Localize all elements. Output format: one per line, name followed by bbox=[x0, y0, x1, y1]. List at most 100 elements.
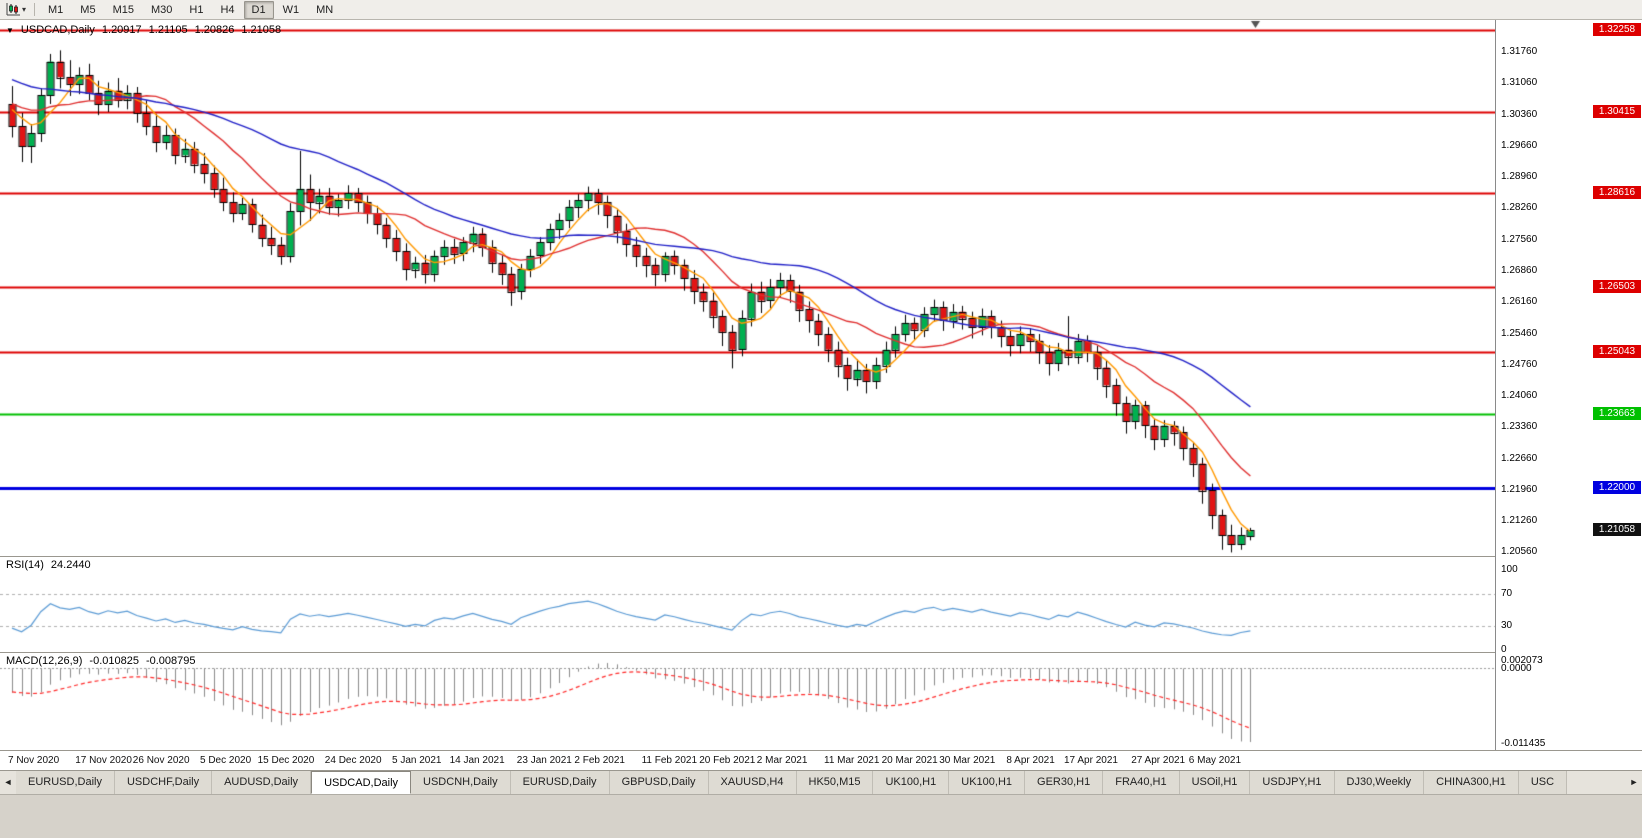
timeframe-button-m5[interactable]: M5 bbox=[80, 3, 96, 16]
price-axis-label: 1.31760 bbox=[1501, 46, 1538, 58]
rsi-indicator-name: RSI(14) bbox=[6, 559, 44, 571]
date-label: 20 Feb 2021 bbox=[699, 755, 756, 766]
timeframe-button-w1[interactable]: W1 bbox=[282, 3, 300, 16]
tab-fra40-h1[interactable]: FRA40,H1 bbox=[1103, 771, 1180, 794]
rsi-panel: RSI(14) 24.2440 bbox=[0, 557, 1495, 652]
price-axis-label: 1.28960 bbox=[1501, 171, 1538, 183]
price-axis-label: 1.22660 bbox=[1501, 452, 1538, 464]
macd-axis-label-top: 0.002073 bbox=[1501, 655, 1543, 666]
timeframe-button-m15[interactable]: M15 bbox=[112, 3, 134, 16]
timeframe-buttons: M1 M5 M15 M30 H1 H4 D1 W1 MN bbox=[40, 0, 341, 19]
tab-usoil-h1[interactable]: USOil,H1 bbox=[1179, 771, 1251, 794]
rsi-axis-label: 30 bbox=[1501, 620, 1513, 631]
date-label: 20 Mar 2021 bbox=[881, 755, 938, 766]
macd-panel: MACD(12,26,9) -0.010825 -0.008795 bbox=[0, 653, 1495, 750]
tab-dj30-weekly[interactable]: DJ30,Weekly bbox=[1334, 771, 1425, 794]
macd-signal-value: -0.008795 bbox=[145, 655, 196, 667]
price-line-tag: 1.32258 bbox=[1593, 22, 1641, 36]
tab-ger30-h1[interactable]: GER30,H1 bbox=[1025, 771, 1104, 794]
tab-china300-h1[interactable]: CHINA300,H1 bbox=[1424, 771, 1519, 794]
price-axis-label: 1.21260 bbox=[1501, 515, 1538, 527]
date-label: 5 Jan 2021 bbox=[392, 755, 442, 766]
candlestick-chart-icon[interactable] bbox=[4, 2, 22, 17]
rsi-canvas[interactable] bbox=[0, 557, 1495, 652]
tab-scroll-left-icon[interactable]: ◄ bbox=[3, 777, 13, 787]
price-axis-label: 1.25460 bbox=[1501, 327, 1538, 339]
price-axis-label: 1.26860 bbox=[1501, 265, 1538, 277]
chart-type-dropdown-icon[interactable]: ▾ bbox=[22, 5, 27, 14]
panel-separator[interactable] bbox=[0, 652, 1642, 653]
macd-axis-label-zero: 0.0000 bbox=[1501, 662, 1532, 674]
tab-uk100-h1[interactable]: UK100,H1 bbox=[873, 771, 950, 794]
ohlc-high-value: 1.21105 bbox=[148, 24, 188, 36]
current-price-tag: 1.21058 bbox=[1593, 523, 1641, 537]
tab-gbpusd-daily[interactable]: GBPUSD,Daily bbox=[609, 771, 709, 794]
toolbar-separator bbox=[34, 3, 36, 16]
date-label: 24 Dec 2020 bbox=[324, 755, 382, 766]
timeframe-toolbar: ▾ M1 M5 M15 M30 H1 H4 D1 W1 MN bbox=[0, 0, 1642, 20]
price-axis-label: 1.20560 bbox=[1501, 546, 1538, 558]
macd-indicator-name: MACD(12,26,9) bbox=[6, 655, 83, 667]
timeframe-button-mn[interactable]: MN bbox=[316, 3, 334, 16]
price-axis-label: 1.29660 bbox=[1501, 139, 1538, 151]
status-bar bbox=[0, 794, 1642, 838]
rsi-axis-label: 100 bbox=[1501, 564, 1518, 575]
tab-usdjpy-h1[interactable]: USDJPY,H1 bbox=[1250, 771, 1335, 794]
price-axis-label: 1.27560 bbox=[1501, 233, 1538, 245]
price-axis-label: 1.31060 bbox=[1501, 77, 1538, 89]
macd-main-value: -0.010825 bbox=[89, 655, 139, 667]
candlestick-glyph bbox=[6, 3, 20, 16]
date-label: 11 Feb 2021 bbox=[641, 755, 698, 766]
tab-audusd-daily[interactable]: AUDUSD,Daily bbox=[212, 771, 312, 794]
date-label: 7 Nov 2020 bbox=[8, 755, 60, 766]
macd-canvas[interactable] bbox=[0, 653, 1495, 750]
date-label: 2 Mar 2021 bbox=[756, 755, 808, 766]
ohlc-open-value: 1.20917 bbox=[101, 24, 142, 36]
tab-hk50-m15[interactable]: HK50,M15 bbox=[796, 771, 874, 794]
tab-usdcnh-daily[interactable]: USDCNH,Daily bbox=[411, 771, 511, 794]
price-axis-label: 1.30360 bbox=[1501, 108, 1538, 120]
date-axis[interactable]: 7 Nov 2020 17 Nov 2020 26 Nov 2020 5 Dec 20… bbox=[0, 750, 1642, 770]
price-line-tag: 1.28616 bbox=[1593, 185, 1641, 199]
panel-separator[interactable] bbox=[0, 556, 1642, 557]
price-line-tag: 1.23663 bbox=[1593, 406, 1641, 420]
date-label: 26 Nov 2020 bbox=[132, 755, 190, 766]
tabs-container: EURUSD,Daily USDCHF,Daily AUDUSD,Daily USDC… bbox=[16, 771, 1626, 794]
chart-tab-bar: ◄ EURUSD,Daily USDCHF,Daily AUDUSD,Daily US… bbox=[0, 770, 1642, 794]
date-label: 15 Dec 2020 bbox=[257, 755, 315, 766]
date-label: 5 Dec 2020 bbox=[200, 755, 252, 766]
tab-usdchf-daily[interactable]: USDCHF,Daily bbox=[114, 771, 213, 794]
timeframe-button-d1[interactable]: D1 bbox=[243, 0, 274, 19]
tab-scroll-right-icon[interactable]: ► bbox=[1629, 777, 1639, 787]
price-axis-label: 1.24060 bbox=[1501, 390, 1538, 402]
rsi-value: 24.2440 bbox=[50, 559, 91, 571]
rsi-axis-label: 70 bbox=[1501, 588, 1513, 599]
price-scale[interactable]: 1.31760 1.31060 1.30360 1.29660 1.28960 1.282… bbox=[1495, 20, 1642, 770]
price-axis-label: 1.24760 bbox=[1501, 358, 1538, 370]
tab-uk100-h1[interactable]: UK100,H1 bbox=[949, 771, 1026, 794]
price-axis-label: 1.26160 bbox=[1501, 296, 1538, 308]
tab-usc[interactable]: USC bbox=[1518, 771, 1568, 794]
timeframe-button-h1[interactable]: H1 bbox=[189, 3, 204, 16]
tab-xauusd-h4[interactable]: XAUUSD,H4 bbox=[708, 771, 797, 794]
price-line-tag: 1.26503 bbox=[1593, 279, 1641, 293]
tab-usdcad-daily[interactable]: USDCAD,Daily bbox=[311, 771, 412, 794]
tab-eurusd-daily[interactable]: EURUSD,Daily bbox=[16, 771, 115, 794]
price-axis-label: 1.21960 bbox=[1501, 483, 1538, 495]
date-label: 23 Jan 2021 bbox=[516, 755, 572, 766]
main-chart-panel: ▼ USDCAD,Daily 1.20917 1.21105 1.20826 1… bbox=[0, 20, 1495, 556]
date-label: 14 Jan 2021 bbox=[449, 755, 505, 766]
ohlc-low-value: 1.20826 bbox=[194, 24, 235, 36]
price-axis-label: 1.28260 bbox=[1501, 202, 1538, 214]
chart-collapse-icon[interactable]: ▼ bbox=[6, 25, 14, 35]
timeframe-button-m1[interactable]: M1 bbox=[48, 3, 64, 16]
tab-eurusd-daily[interactable]: EURUSD,Daily bbox=[510, 771, 610, 794]
price-line-tag: 1.25043 bbox=[1593, 345, 1641, 359]
date-label: 8 Apr 2021 bbox=[1006, 755, 1055, 766]
main-chart-canvas[interactable] bbox=[0, 20, 1495, 556]
timeframe-button-h4[interactable]: H4 bbox=[220, 3, 235, 16]
date-label: 17 Apr 2021 bbox=[1064, 755, 1118, 766]
date-label: 27 Apr 2021 bbox=[1131, 755, 1186, 766]
timeframe-button-m30[interactable]: M30 bbox=[150, 3, 173, 16]
